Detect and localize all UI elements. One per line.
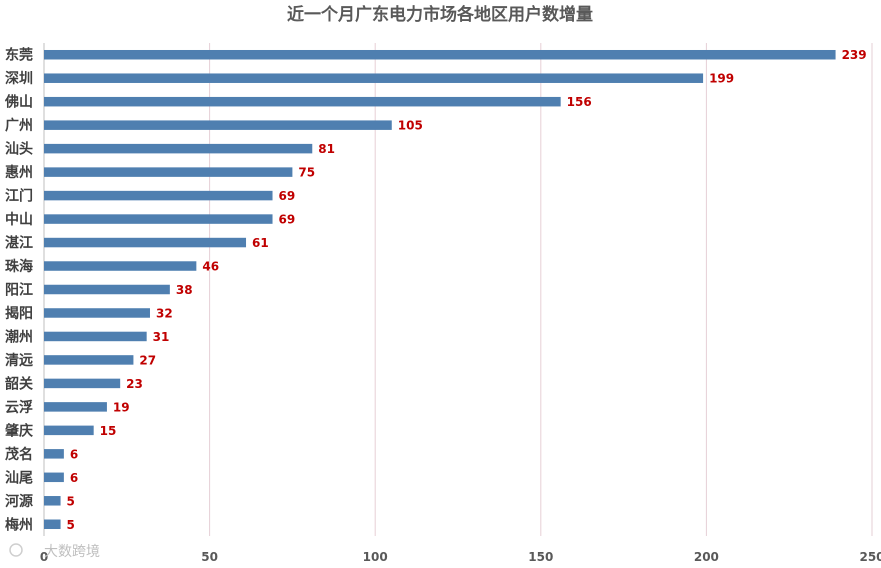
category-label: 广州 — [5, 117, 33, 134]
bar — [44, 261, 197, 271]
bar — [44, 472, 64, 483]
x-tick-label: 200 — [694, 550, 719, 564]
category-label: 惠州 — [5, 164, 33, 181]
category-label: 肇庆 — [5, 422, 33, 439]
x-tick-label: 50 — [201, 550, 218, 564]
tick-layer: 0 50 100 150 200 250 — [40, 550, 881, 564]
data-label: 31 — [153, 330, 170, 344]
data-label: 19 — [113, 400, 130, 414]
bar — [44, 237, 247, 248]
category-label: 珠海 — [5, 258, 33, 275]
data-label: 23 — [126, 377, 143, 391]
bar — [44, 96, 561, 107]
watermark-text: 大数跨境 — [44, 544, 100, 560]
category-label: 汕头 — [5, 141, 33, 158]
data-label: 32 — [156, 306, 173, 320]
category-label: 中山 — [5, 211, 33, 228]
bar-layer — [44, 49, 836, 530]
category-label: 清远 — [5, 352, 33, 369]
category-label: 茂名 — [5, 446, 33, 463]
data-label: 27 — [139, 353, 156, 367]
category-label: 潮州 — [5, 328, 33, 345]
category-label: 江门 — [5, 188, 33, 205]
x-tick-label: 100 — [363, 550, 388, 564]
bar — [44, 143, 313, 154]
data-label: 69 — [279, 189, 296, 203]
category-label: 东莞 — [5, 47, 33, 64]
category-label: 深圳 — [5, 70, 33, 87]
category-label: 梅州 — [5, 516, 33, 533]
data-label: 6 — [70, 471, 78, 485]
data-label: 239 — [842, 48, 867, 62]
category-label: 揭阳 — [5, 305, 33, 322]
bar — [44, 308, 150, 318]
bar — [44, 49, 836, 60]
data-label: 61 — [252, 236, 269, 250]
data-label: 156 — [567, 95, 592, 109]
data-label: 5 — [67, 518, 75, 532]
category-label: 云浮 — [5, 399, 33, 416]
x-tick-label: 0 — [40, 550, 48, 564]
category-label: 阳江 — [5, 282, 33, 299]
x-tick-label: 250 — [859, 550, 881, 564]
bar — [44, 120, 392, 130]
data-label: 5 — [67, 494, 75, 508]
data-label: 75 — [298, 166, 315, 180]
data-label: 38 — [176, 283, 193, 297]
data-label: 105 — [398, 119, 423, 133]
bar — [44, 496, 61, 506]
data-label: 69 — [279, 213, 296, 227]
bar — [44, 73, 704, 83]
bar — [44, 190, 273, 201]
category-label: 河源 — [5, 493, 33, 510]
x-tick-label: 150 — [528, 550, 553, 564]
data-label: 81 — [318, 142, 335, 156]
data-label: 199 — [709, 72, 734, 86]
bar — [44, 355, 134, 365]
category-label: 湛江 — [5, 235, 33, 252]
bar — [44, 167, 293, 177]
bar — [44, 519, 61, 530]
watermark-logo-icon — [9, 543, 23, 557]
category-label: 汕尾 — [5, 469, 33, 486]
bar — [44, 402, 107, 412]
data-label: 46 — [202, 260, 219, 274]
data-label: 15 — [100, 424, 117, 438]
chart-title: 近一个月广东电力市场各地区用户数增量 — [287, 4, 593, 25]
bar — [44, 331, 147, 342]
watermark: 大数跨境 — [9, 543, 100, 560]
bar — [44, 284, 170, 295]
category-label: 韶关 — [5, 375, 33, 392]
bar — [44, 214, 273, 224]
bar — [44, 425, 94, 436]
data-label: 6 — [70, 447, 78, 461]
bar — [44, 378, 121, 389]
category-label: 佛山 — [4, 94, 33, 111]
bar — [44, 449, 64, 459]
